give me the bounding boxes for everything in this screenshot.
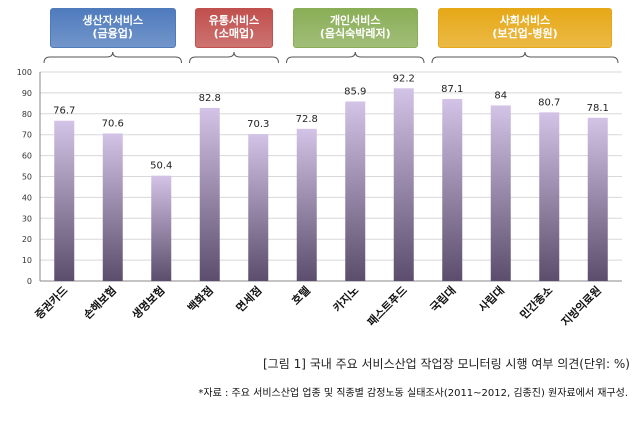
bar: [490, 105, 511, 281]
category-group-label-line: (소매업): [213, 27, 255, 40]
group-brace: [189, 51, 279, 64]
data-label: 85.9: [344, 86, 366, 97]
y-tick-label: 100: [17, 68, 32, 77]
group-brace: [431, 51, 619, 64]
bar: [151, 175, 172, 281]
x-tick-label: 패스트푸드: [364, 283, 410, 329]
y-tick-label: 40: [22, 193, 32, 202]
data-label: 78.1: [587, 103, 609, 114]
y-tick-label: 60: [22, 152, 32, 161]
category-group-label: 유통서비스 (소매업): [195, 8, 273, 48]
data-label: 72.8: [296, 114, 318, 125]
category-group-label-line: (음식숙박레저): [319, 27, 391, 40]
data-label: 80.7: [538, 97, 560, 108]
source-note: *자료 : 주요 서비스산업 업종 및 직종별 감정노동 실태조사(2011~2…: [198, 388, 628, 399]
x-tick-label: 지방의료원: [558, 283, 604, 329]
data-label: 76.7: [53, 106, 75, 117]
y-tick-label: 70: [22, 131, 32, 140]
category-group-label: 생산자서비스 (금융업): [50, 8, 176, 48]
x-tick-label: 백화점: [184, 283, 215, 314]
data-label: 70.6: [102, 118, 124, 129]
group-brace: [286, 51, 425, 64]
x-tick-label: 사립대: [475, 283, 506, 314]
category-group-label-line: 사회서비스: [499, 14, 551, 27]
bar: [199, 107, 220, 281]
y-tick-label: 90: [22, 89, 32, 98]
category-group-label-line: 유통서비스: [208, 14, 260, 27]
data-label: 87.1: [441, 84, 463, 95]
x-tick-label: 면세점: [233, 283, 264, 314]
data-label: 50.4: [150, 161, 172, 172]
x-tick-label: 손해보험: [80, 283, 119, 322]
bar: [393, 88, 414, 281]
bar: [54, 120, 75, 282]
data-label: 82.8: [199, 93, 221, 104]
bar: [345, 101, 366, 282]
category-group-label: 사회서비스 (보건업-병원): [438, 8, 612, 48]
x-tick-label: 민간종소: [517, 283, 556, 322]
bar: [442, 98, 463, 281]
y-tick-label: 50: [22, 173, 32, 182]
category-group-label-line: 개인서비스: [329, 14, 381, 27]
bar: [102, 133, 123, 281]
x-tick-label: 생명보험: [129, 283, 168, 322]
y-tick-label: 20: [22, 235, 32, 244]
bar: [539, 112, 560, 281]
x-tick-label: 국립대: [427, 283, 458, 314]
y-tick-label: 30: [22, 214, 32, 223]
data-label: 92.2: [393, 73, 415, 84]
data-label: 70.3: [247, 119, 269, 130]
data-label: 84: [494, 90, 507, 101]
bar: [587, 117, 608, 282]
category-group-label-line: 생산자서비스: [82, 14, 144, 27]
x-tick-label: 카지노: [330, 283, 361, 314]
x-tick-label: 호텔: [289, 283, 313, 307]
x-tick-label: 증권카드: [32, 283, 71, 322]
bar: [296, 128, 317, 281]
y-tick-label: 0: [27, 277, 32, 286]
figure-caption: [그림 1] 국내 주요 서비스산업 작업장 모니터링 시행 여부 의견(단위:…: [263, 357, 630, 371]
category-group-label-line: (금융업): [92, 27, 133, 40]
category-group-label: 개인서비스 (음식숙박레저): [292, 8, 418, 48]
bar-chart: 0 10 20 30 40 50 60 70 80 90 100 76.7 증권카드 70.6 손해보험 5…: [17, 51, 622, 329]
y-tick-label: 10: [22, 256, 32, 265]
bar: [248, 134, 269, 281]
y-tick-label: 80: [22, 110, 32, 119]
category-group-label-line: (보건업-병원): [492, 27, 558, 40]
group-brace: [43, 51, 182, 64]
